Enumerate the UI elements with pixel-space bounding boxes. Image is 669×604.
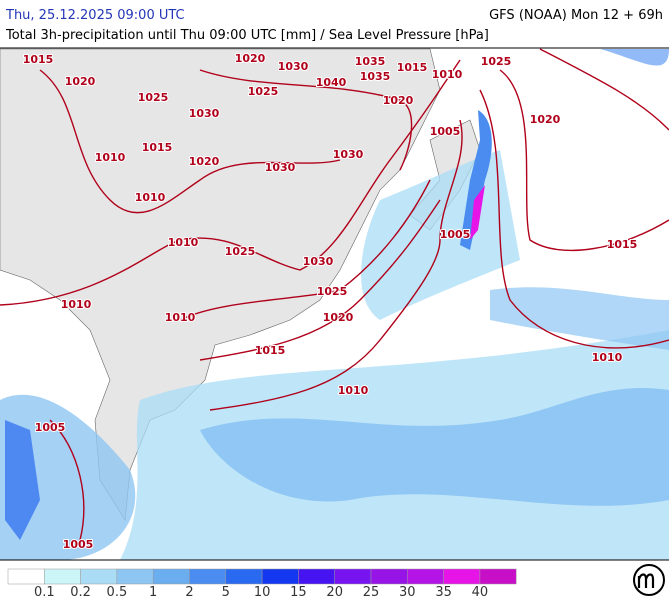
isobar-label: 1005 (440, 228, 471, 241)
isobar-label: 1015 (607, 238, 638, 251)
legend-label: 15 (290, 585, 307, 600)
precip-area (460, 110, 492, 250)
isobar-label: 1010 (168, 236, 199, 249)
isobar-line (499, 69, 669, 252)
isobar-label: 1005 (35, 421, 66, 434)
logo (633, 564, 665, 596)
isobar-label: 1015 (23, 53, 54, 66)
legend-swatch (225, 568, 263, 585)
legend-swatch (298, 568, 335, 585)
isobar-label: 1040 (316, 76, 347, 89)
isobar-label: 1035 (360, 70, 391, 83)
isobar-label: 1010 (592, 351, 623, 364)
header-title: Total 3h-precipitation until Thu 09:00 U… (5, 28, 489, 43)
legend-swatch (189, 568, 227, 585)
legend-swatch (443, 568, 481, 585)
precip-area (600, 49, 669, 66)
legend: 0.1 0.2 0.5 1 2 5 10 15 20 25 30 35 40 (7, 568, 517, 600)
legend-swatch (152, 568, 190, 585)
legend-swatch (261, 568, 299, 585)
isobar-label: 1005 (63, 538, 94, 551)
isobars (0, 48, 669, 541)
isobar-line (479, 89, 669, 349)
legend-swatch (7, 568, 45, 585)
isobar-line (39, 69, 341, 214)
isobar-label: 1035 (355, 55, 386, 68)
isobar-line (539, 48, 669, 131)
isobar-label: 1030 (189, 107, 220, 120)
isobar-label: 1010 (338, 384, 369, 397)
legend-label: 20 (326, 585, 343, 600)
isobar-label: 1010 (95, 151, 126, 164)
isobar-label: 1020 (235, 52, 266, 65)
isobar-label: 1020 (189, 155, 220, 168)
precip-area (5, 420, 40, 540)
isobar-line (209, 119, 463, 411)
header-datetime: Thu, 25.12.2025 09:00 UTC (5, 8, 185, 23)
isobar-labels: 1015 1020 1030 1035 1015 1010 1025 1040 1035 1020… (22, 51, 639, 552)
isobar-label: 1010 (432, 68, 463, 81)
isobar-line (199, 199, 441, 361)
isobar-label: 1025 (481, 55, 512, 68)
isobar-line (49, 419, 85, 541)
isobar-label: 1010 (135, 191, 166, 204)
legend-swatch (479, 568, 517, 585)
legend-label: 40 (472, 585, 489, 600)
legend-label: 30 (399, 585, 416, 600)
precip-area (0, 394, 136, 560)
logo-glyph (637, 573, 655, 588)
isobar-label: 1020 (383, 94, 414, 107)
isobar-label: 1015 (255, 344, 286, 357)
header-model: GFS (NOAA) Mon 12 + 69h (489, 8, 663, 23)
legend-label: 0.1 (34, 585, 55, 600)
legend-label: 2 (185, 585, 193, 600)
legend-swatch (44, 568, 81, 585)
isobar-label: 1010 (165, 311, 196, 324)
legend-swatch (80, 568, 118, 585)
precip-area (490, 287, 669, 350)
legend-swatch (334, 568, 372, 585)
legend-label: 5 (222, 585, 230, 600)
isobar-line (199, 69, 413, 171)
isobar-label: 1010 (61, 298, 92, 311)
isobar-label: 1015 (397, 61, 428, 74)
isobar-label: 1030 (303, 255, 334, 268)
legend-swatch (407, 568, 444, 585)
isobar-label: 1025 (317, 285, 348, 298)
isobar-label: 1020 (323, 311, 354, 324)
legend-swatch (370, 568, 408, 585)
legend-label: 0.5 (107, 585, 128, 600)
legend-swatch (116, 568, 154, 585)
legend-label: 10 (254, 585, 271, 600)
isobar-label: 1020 (65, 75, 96, 88)
logo-circle (633, 564, 665, 596)
isobar-label: 1025 (138, 91, 169, 104)
legend-label: 25 (363, 585, 380, 600)
legend-label: 0.2 (70, 585, 91, 600)
map: 1015 1020 1030 1035 1015 1010 1025 1040 1035 1020… (0, 48, 669, 560)
isobar-label: 1020 (530, 113, 561, 126)
isobar-label: 1030 (265, 161, 296, 174)
isobar-label: 1015 (142, 141, 173, 154)
legend-label: 35 (435, 585, 452, 600)
precip-area (470, 185, 485, 240)
precip-area (200, 387, 669, 506)
legend-label: 1 (149, 585, 157, 600)
isobar-label: 1030 (333, 148, 364, 161)
isobar-label: 1005 (430, 125, 461, 138)
isobar-label: 1025 (225, 245, 256, 258)
isobar-label: 1030 (278, 60, 309, 73)
isobar-label: 1025 (248, 85, 279, 98)
isobar-line (179, 179, 431, 321)
